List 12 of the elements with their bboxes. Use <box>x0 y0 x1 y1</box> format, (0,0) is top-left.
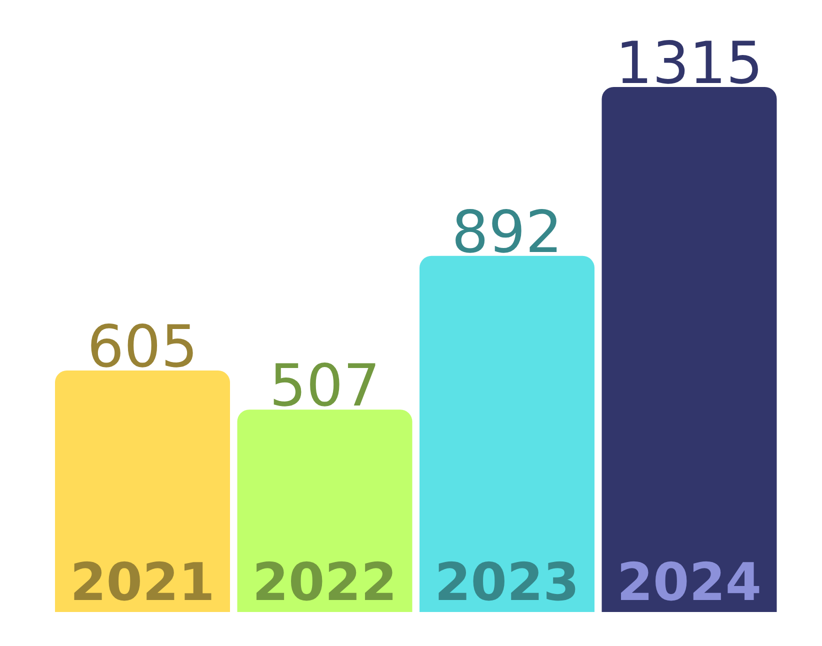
data-label: 1315 <box>615 29 764 97</box>
x-tick-label: 2021 <box>70 553 215 613</box>
bar <box>420 256 594 612</box>
x-tick-label: 2022 <box>252 553 398 613</box>
bar <box>55 370 230 612</box>
data-label: 605 <box>87 312 198 380</box>
bar <box>602 87 777 612</box>
data-label: 892 <box>452 198 562 266</box>
bar <box>237 410 412 612</box>
x-tick-label: 2023 <box>434 553 580 613</box>
x-tick-label: 2024 <box>616 553 762 613</box>
data-label: 507 <box>269 352 380 420</box>
